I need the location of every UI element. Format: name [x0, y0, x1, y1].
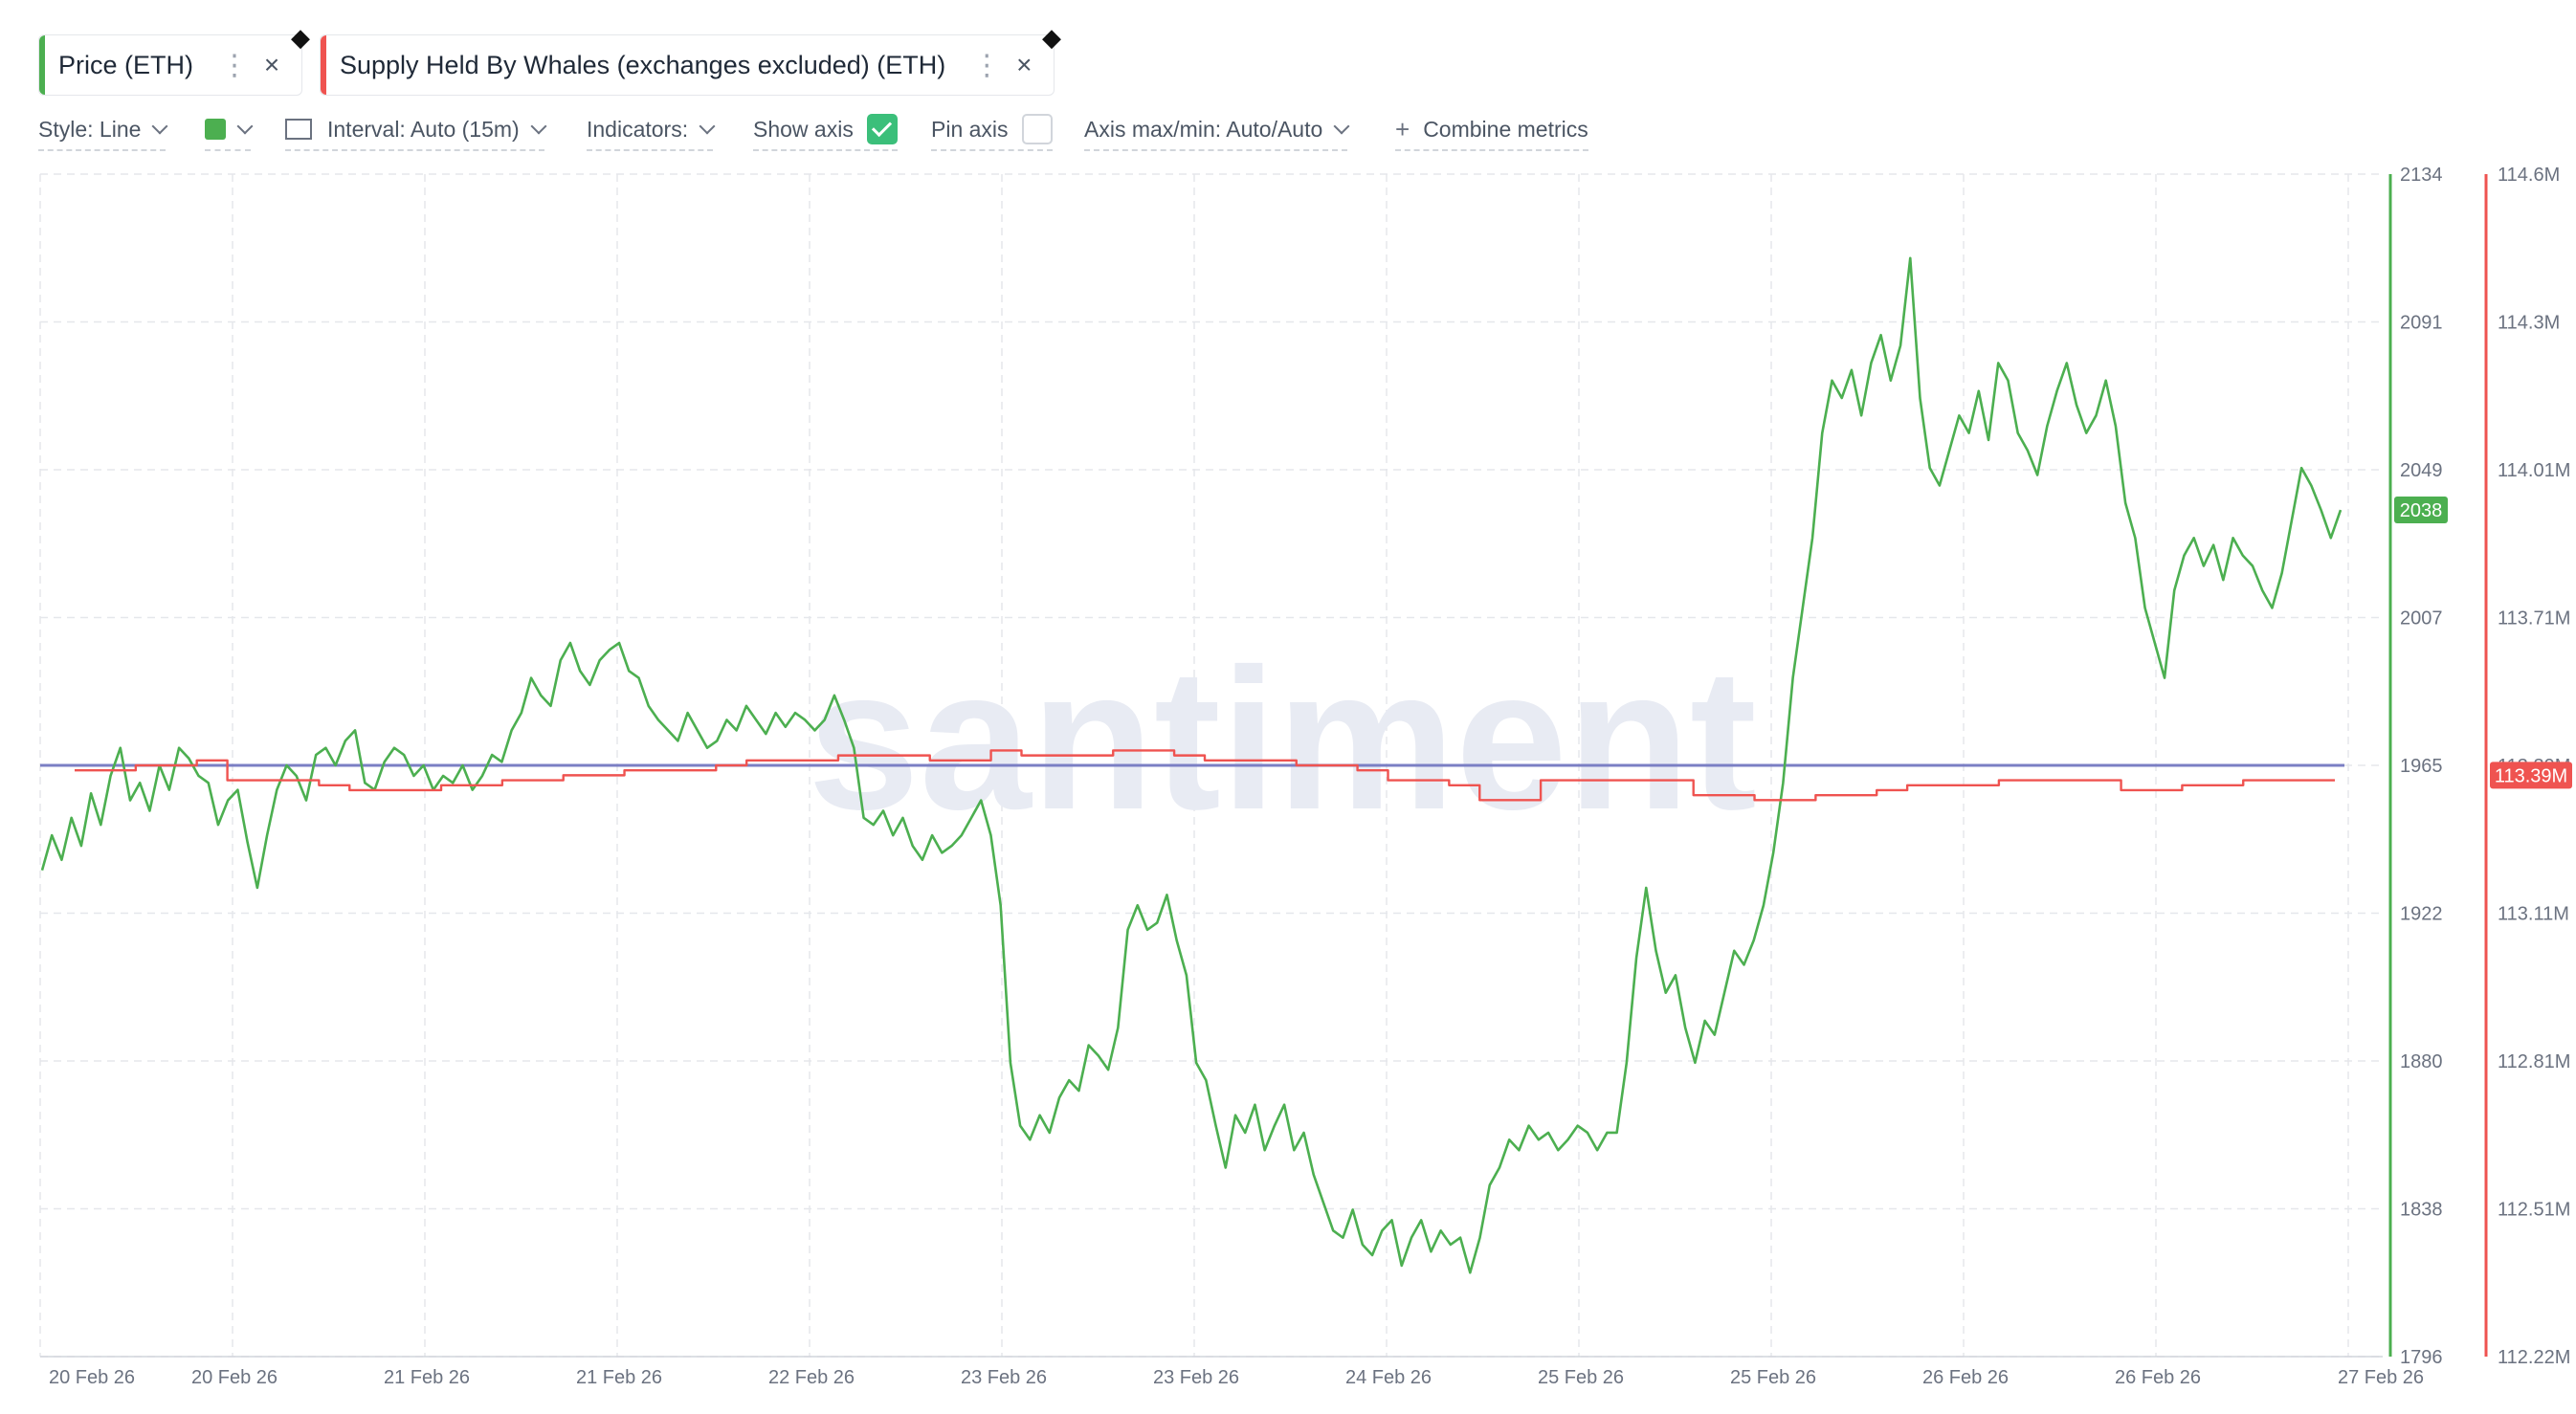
y-left-tick-label: 1922 — [2400, 904, 2443, 925]
y-left-tick-label: 2091 — [2400, 313, 2443, 334]
y-right-tick-label: 114.3M — [2498, 313, 2560, 334]
pin-axis-checkbox[interactable] — [1021, 114, 1053, 144]
show-axis-label: Show axis — [753, 116, 854, 142]
x-tick-label: 21 Feb 26 — [384, 1367, 470, 1388]
price-line — [40, 256, 2343, 1274]
x-tick-label: 24 Feb 26 — [1345, 1367, 1432, 1388]
y-right-tick-label: 112.81M — [2498, 1051, 2570, 1072]
style-dropdown[interactable]: Style: Line — [38, 113, 168, 151]
y-left-tick-label: 1838 — [2400, 1200, 2443, 1221]
y-left-tick-label: 1880 — [2400, 1051, 2443, 1072]
y-left-tick-label: 2134 — [2400, 165, 2443, 186]
color-swatch — [205, 119, 226, 140]
y-right-tick-label: 114.6M — [2498, 165, 2560, 186]
indicators-label: Indicators: — [587, 116, 689, 142]
x-tick-label: 27 Feb 26 — [2338, 1367, 2424, 1388]
metric-label: Price (ETH) — [58, 50, 193, 79]
y-right-tick-label: 114.01M — [2498, 460, 2570, 481]
current-value-tags: 2038 113.39M — [2394, 497, 2572, 789]
interval-dropdown[interactable]: Interval: Auto (15m) — [285, 113, 547, 151]
current-supply-tag — [2490, 762, 2572, 789]
axis-maxmin-label: Axis max/min: Auto/Auto — [1084, 116, 1323, 142]
x-tick-label: 26 Feb 26 — [2115, 1367, 2201, 1388]
current-price-tag — [2394, 497, 2448, 524]
y-axis-left: 2134 2091 2049 2007 1965 1922 1880 1838 1796 — [2400, 165, 2443, 1368]
x-tick-label: 25 Feb 26 — [1538, 1367, 1624, 1388]
combine-metrics-label: Combine metrics — [1423, 116, 1588, 142]
y-left-tick-label: 1796 — [2400, 1347, 2443, 1368]
current-supply-label: 113.39M — [2495, 765, 2567, 786]
style-label: Style: Line — [38, 116, 142, 142]
whale-supply-line — [75, 749, 2335, 802]
close-icon[interactable]: × — [263, 50, 280, 79]
metric-color-bar — [39, 35, 45, 95]
color-dropdown[interactable] — [205, 113, 254, 151]
show-axis-checkbox[interactable] — [866, 114, 898, 144]
y-right-tick-label: 113.11M — [2498, 904, 2569, 925]
x-tick-label: 21 Feb 26 — [576, 1367, 662, 1388]
x-tick-label: 20 Feb 26 — [49, 1367, 135, 1388]
close-icon[interactable]: × — [1016, 50, 1033, 79]
pin-axis-label: Pin axis — [931, 116, 1009, 142]
metric-color-bar — [321, 35, 326, 95]
x-tick-label: 23 Feb 26 — [1153, 1367, 1239, 1388]
indicators-dropdown[interactable]: Indicators: — [587, 113, 716, 151]
metric-chip-whale-supply[interactable]: Supply Held By Whales (exchanges exclude… — [320, 34, 1055, 96]
x-tick-label: 22 Feb 26 — [768, 1367, 855, 1388]
interval-label: Interval: Auto (15m) — [327, 116, 520, 142]
show-axis-toggle[interactable]: Show axis — [753, 113, 898, 151]
y-right-tick-label: 112.22M — [2498, 1347, 2570, 1368]
x-tick-label: 26 Feb 26 — [1922, 1367, 2009, 1388]
combine-metrics-button[interactable]: + Combine metrics — [1395, 113, 1588, 151]
x-tick-label: 25 Feb 26 — [1730, 1367, 1816, 1388]
ethereum-icon: ◆ — [291, 23, 310, 52]
y-left-tick-label: 2007 — [2400, 608, 2443, 630]
y-left-tick-label: 2049 — [2400, 460, 2443, 481]
ethereum-icon: ◆ — [1042, 23, 1061, 52]
axis-maxmin-dropdown[interactable]: Axis max/min: Auto/Auto — [1084, 113, 1350, 151]
y-right-tick-label: 113.71M — [2498, 608, 2570, 630]
current-price-label: 2038 — [2400, 500, 2443, 521]
y-left-tick-label: 1965 — [2400, 756, 2443, 777]
x-tick-label: 20 Feb 26 — [191, 1367, 278, 1388]
ruler-icon — [285, 119, 312, 140]
pin-axis-toggle[interactable]: Pin axis — [931, 113, 1053, 151]
metric-label: Supply Held By Whales (exchanges exclude… — [340, 50, 946, 79]
y-right-tick-label: 112.51M — [2498, 1200, 2570, 1221]
x-axis-labels: 20 Feb 26 20 Feb 26 21 Feb 26 21 Feb 26 22 F… — [49, 1367, 2424, 1388]
series-lines — [40, 174, 2488, 1357]
watermark-text: santiment — [808, 627, 1757, 851]
x-tick-label: 23 Feb 26 — [961, 1367, 1047, 1388]
plus-icon: + — [1395, 114, 1410, 144]
metric-chip-price[interactable]: Price (ETH) ⋮ × — [38, 34, 302, 96]
